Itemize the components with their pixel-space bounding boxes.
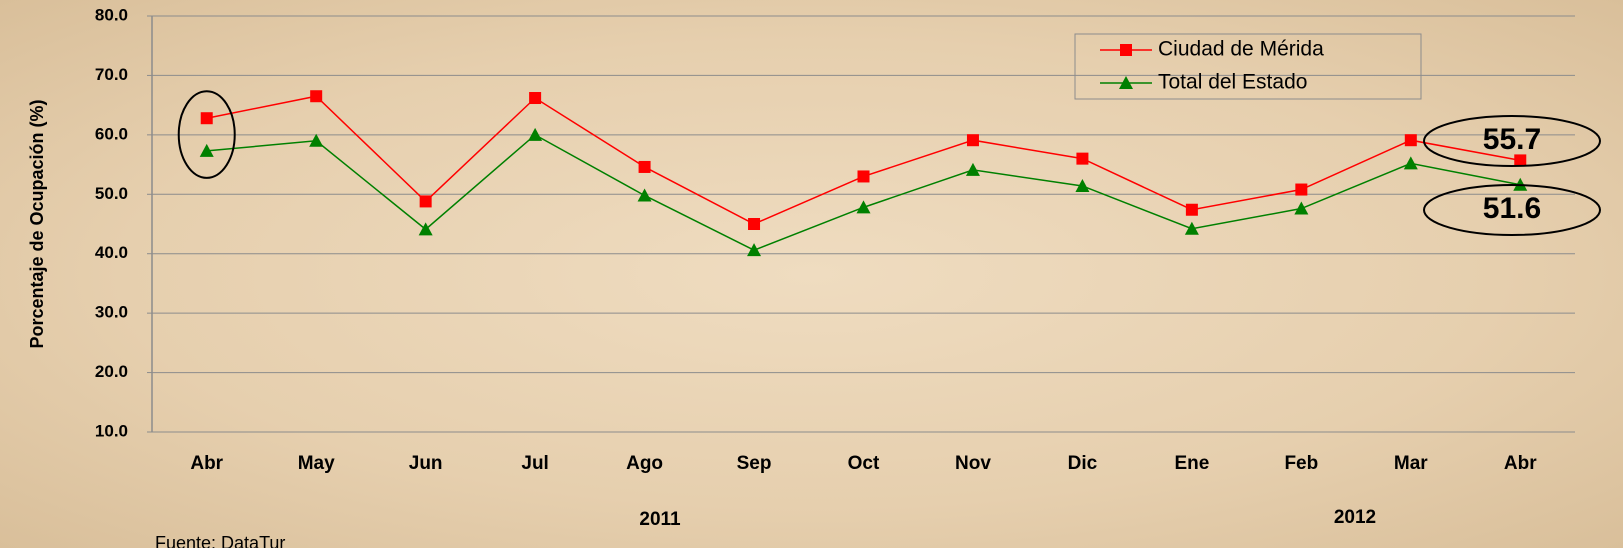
- x-tick-label: Mar: [1394, 453, 1428, 474]
- x-tick-label: Dic: [1068, 453, 1098, 474]
- x-tick-label: Feb: [1284, 453, 1318, 474]
- marker: [310, 90, 322, 102]
- data-label: 51.6: [1483, 192, 1541, 225]
- marker: [1514, 154, 1526, 166]
- y-tick-label: 60.0: [95, 124, 128, 143]
- x-tick-label: Ago: [626, 453, 663, 474]
- year-label: 2011: [639, 509, 681, 530]
- marker: [966, 163, 980, 176]
- marker: [748, 218, 760, 230]
- x-tick-label: Abr: [190, 453, 223, 474]
- chart: Porcentaje de Ocupación (%) 2011 2012 Fu…: [0, 0, 1623, 548]
- marker: [967, 134, 979, 146]
- y-tick-label: 40.0: [95, 243, 128, 262]
- marker: [1295, 184, 1307, 196]
- marker: [420, 195, 432, 207]
- y-tick-label: 10.0: [95, 421, 128, 440]
- y-tick-label: 70.0: [95, 65, 128, 84]
- y-tick-label: 30.0: [95, 303, 128, 322]
- y-tick-label: 20.0: [95, 362, 128, 381]
- year-label: 2012: [1334, 507, 1376, 528]
- marker: [1404, 156, 1418, 169]
- marker: [639, 161, 651, 173]
- legend-label: Total del Estado: [1158, 71, 1307, 94]
- x-tick-label: Sep: [737, 453, 772, 474]
- x-tick-label: Ene: [1174, 453, 1209, 474]
- x-tick-label: Abr: [1504, 453, 1537, 474]
- x-tick-label: Oct: [848, 453, 880, 474]
- marker: [1294, 202, 1308, 215]
- marker: [309, 134, 323, 147]
- x-tick-label: Jul: [521, 453, 548, 474]
- marker: [1120, 44, 1132, 56]
- series-line: [207, 135, 1521, 250]
- marker: [858, 170, 870, 182]
- y-tick-label: 80.0: [95, 5, 128, 24]
- marker: [529, 92, 541, 104]
- y-axis-label: Porcentaje de Ocupación (%): [27, 99, 47, 348]
- marker: [638, 188, 652, 201]
- marker: [201, 112, 213, 124]
- marker: [857, 200, 871, 213]
- data-label: 55.7: [1483, 123, 1541, 156]
- source: Fuente: DataTur: [155, 533, 285, 548]
- marker: [1076, 153, 1088, 165]
- x-tick-label: May: [298, 453, 335, 474]
- marker: [747, 243, 761, 256]
- marker: [1405, 134, 1417, 146]
- x-tick-label: Jun: [409, 453, 443, 474]
- y-tick-label: 50.0: [95, 184, 128, 203]
- legend-label: Ciudad de Mérida: [1158, 38, 1324, 61]
- x-tick-label: Nov: [955, 453, 991, 474]
- marker: [1186, 204, 1198, 216]
